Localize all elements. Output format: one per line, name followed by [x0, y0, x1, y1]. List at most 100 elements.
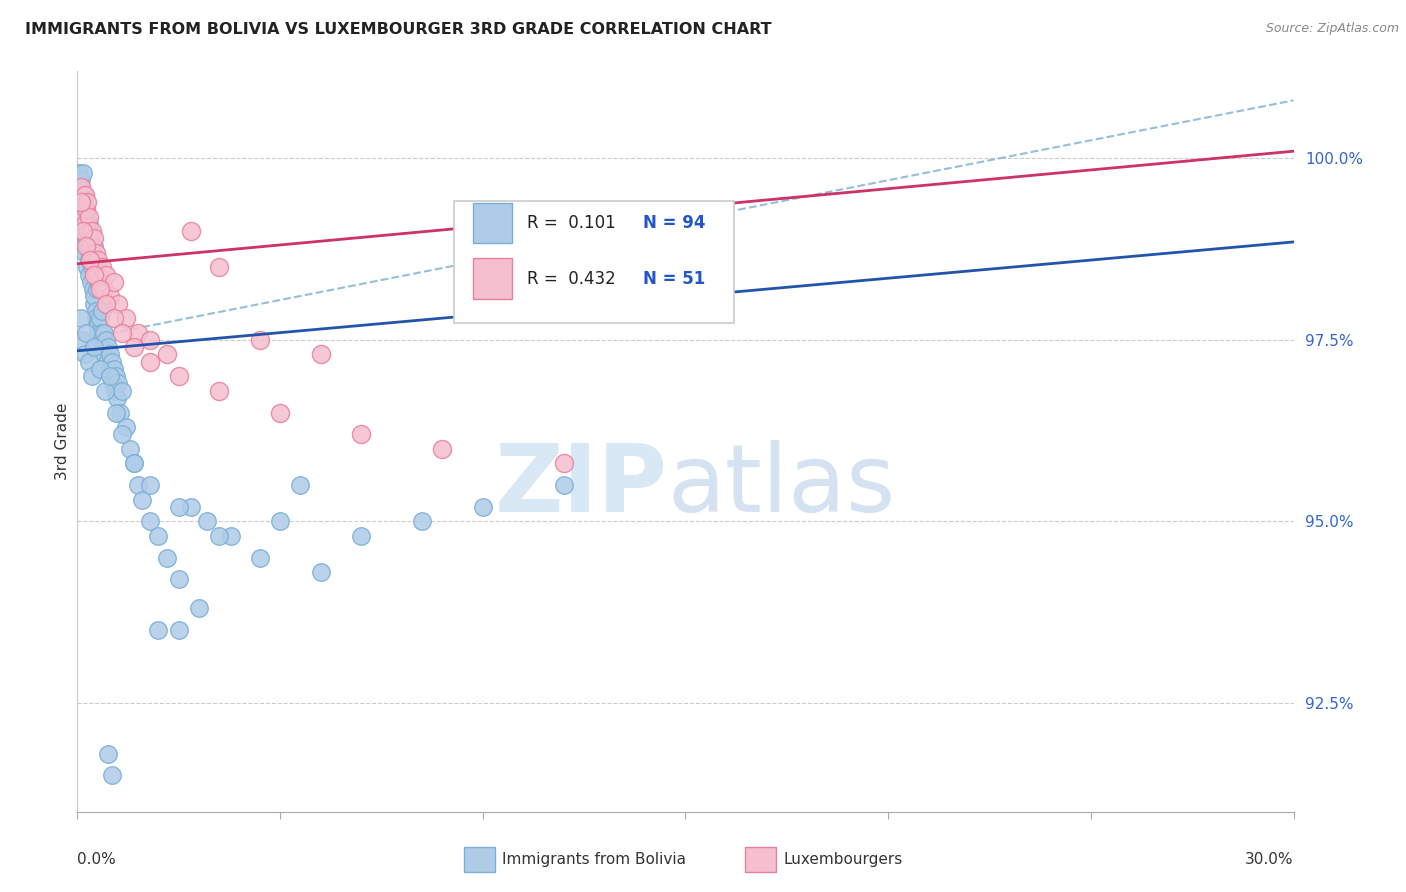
Point: [98, 289, 121, 303]
FancyBboxPatch shape: [472, 202, 512, 244]
Point: [87, 326, 110, 340]
Point: [72, 224, 94, 238]
Point: [67, 166, 90, 180]
Point: [76, 210, 98, 224]
Point: [188, 601, 211, 615]
Text: 0.0%: 0.0%: [77, 852, 117, 867]
Point: [155, 550, 177, 565]
Point: [269, 405, 291, 419]
Point: [103, 275, 125, 289]
Point: [122, 340, 145, 354]
Point: [69, 187, 91, 202]
Point: [79, 253, 101, 268]
Point: [86, 275, 108, 289]
Text: Luxembourgers: Luxembourgers: [783, 853, 903, 867]
Point: [180, 500, 202, 514]
Point: [553, 478, 575, 492]
Point: [104, 405, 127, 419]
Point: [84, 304, 107, 318]
Point: [94, 384, 117, 398]
Point: [94, 296, 117, 310]
Point: [76, 224, 98, 238]
Text: atlas: atlas: [668, 440, 896, 532]
Point: [86, 282, 108, 296]
Point: [90, 260, 112, 275]
Point: [70, 210, 93, 224]
Point: [72, 210, 94, 224]
Point: [107, 376, 129, 391]
Point: [77, 224, 100, 238]
Point: [80, 369, 103, 384]
Point: [105, 391, 128, 405]
Point: [86, 318, 108, 333]
Point: [86, 268, 108, 282]
Point: [82, 260, 104, 275]
Point: [167, 369, 190, 384]
Point: [139, 515, 162, 529]
Point: [115, 311, 138, 326]
Point: [73, 347, 96, 361]
Point: [72, 166, 94, 180]
Point: [122, 456, 145, 470]
Point: [77, 238, 100, 252]
Point: [155, 347, 177, 361]
FancyBboxPatch shape: [454, 201, 734, 323]
Point: [79, 210, 101, 224]
Point: [80, 238, 103, 252]
Point: [108, 405, 131, 419]
Point: [107, 296, 129, 310]
Point: [167, 624, 190, 638]
Point: [83, 296, 105, 310]
Point: [89, 311, 111, 326]
Point: [553, 456, 575, 470]
Text: 30.0%: 30.0%: [1246, 852, 1294, 867]
Point: [72, 224, 94, 238]
Point: [122, 456, 145, 470]
Point: [83, 238, 105, 252]
Point: [118, 442, 141, 456]
Point: [96, 354, 118, 368]
Point: [93, 326, 115, 340]
Point: [72, 238, 94, 252]
Point: [471, 500, 494, 514]
Text: IMMIGRANTS FROM BOLIVIA VS LUXEMBOURGER 3RD GRADE CORRELATION CHART: IMMIGRANTS FROM BOLIVIA VS LUXEMBOURGER …: [25, 22, 772, 37]
Point: [89, 282, 111, 296]
Point: [82, 282, 104, 296]
Point: [69, 194, 91, 209]
Point: [139, 354, 162, 368]
Point: [94, 268, 117, 282]
Point: [98, 347, 121, 361]
Point: [91, 340, 114, 354]
Point: [83, 268, 105, 282]
Point: [139, 478, 162, 492]
Point: [76, 260, 98, 275]
Point: [100, 369, 122, 384]
Point: [148, 624, 170, 638]
Point: [80, 224, 103, 238]
Point: [75, 231, 97, 245]
Point: [83, 231, 105, 245]
Point: [70, 180, 93, 194]
Point: [103, 362, 125, 376]
Point: [101, 768, 124, 782]
Point: [98, 369, 121, 384]
Point: [111, 384, 134, 398]
Point: [79, 245, 101, 260]
Point: [94, 333, 117, 347]
Point: [309, 347, 332, 361]
Point: [127, 326, 149, 340]
Text: Source: ZipAtlas.com: Source: ZipAtlas.com: [1265, 22, 1399, 36]
Point: [70, 194, 93, 209]
Point: [148, 529, 170, 543]
Point: [83, 340, 105, 354]
Point: [67, 187, 90, 202]
Point: [73, 187, 96, 202]
Point: [93, 347, 115, 361]
Point: [89, 275, 111, 289]
Point: [79, 268, 101, 282]
Point: [167, 500, 190, 514]
Point: [69, 180, 91, 194]
Point: [180, 224, 202, 238]
Text: Immigrants from Bolivia: Immigrants from Bolivia: [502, 853, 686, 867]
Point: [90, 326, 112, 340]
